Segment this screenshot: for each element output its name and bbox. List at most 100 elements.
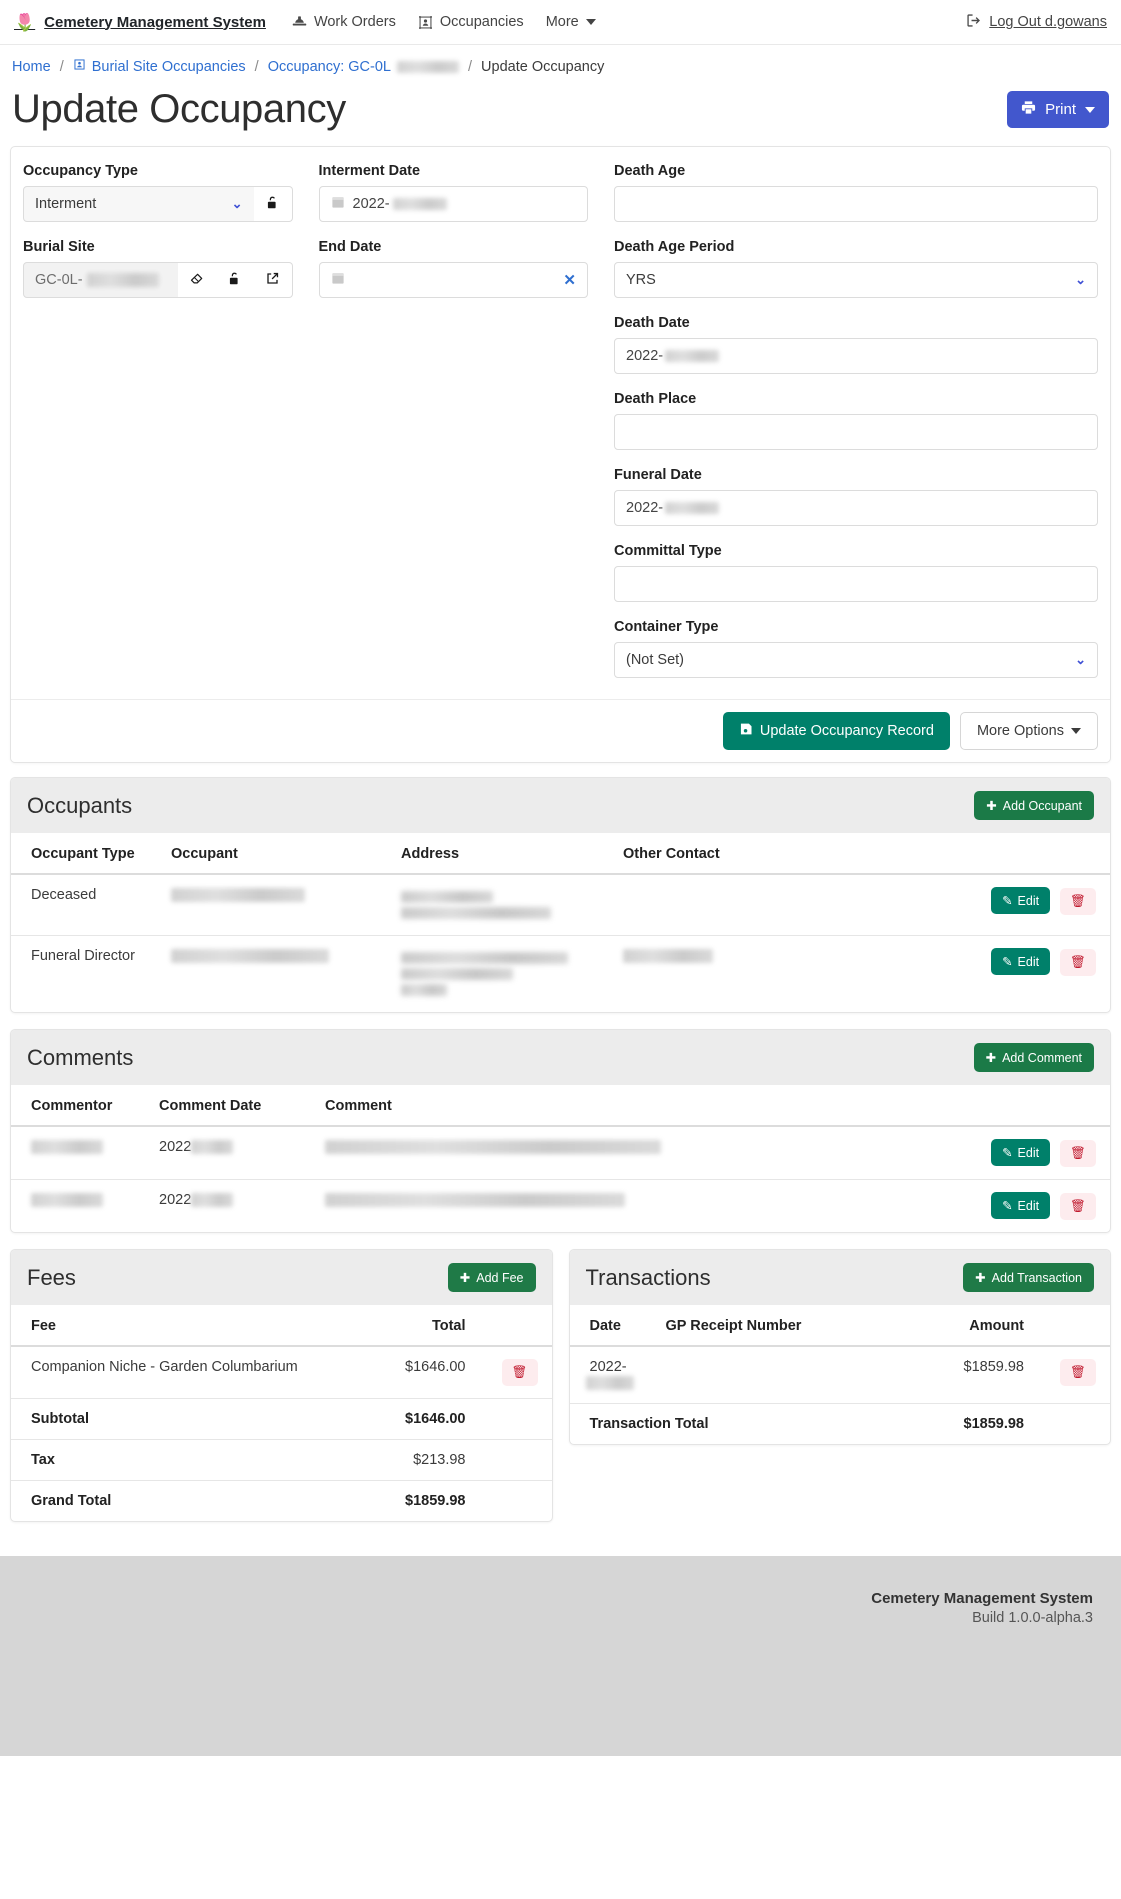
occupants-col-actions [849, 833, 1110, 875]
delete-comment-button[interactable]: 🗑 [1060, 1140, 1096, 1167]
burial-site-erase-button[interactable] [177, 262, 217, 298]
chevron-down-icon [1071, 728, 1081, 734]
edit-occupant-label: Edit [1017, 893, 1040, 908]
transactions-total-value: $1859.98 [963, 1416, 1024, 1432]
interment-date-value: 2022- [352, 196, 390, 212]
field-occupancy-type: Occupancy Type Interment ⌄ [23, 163, 293, 222]
fees-col-total: Total [365, 1305, 476, 1347]
occupancy-type-value: Interment [35, 196, 97, 212]
add-transaction-button[interactable]: ✚ Add Transaction [963, 1263, 1094, 1292]
redacted-occupant-name [171, 949, 329, 964]
add-fee-button[interactable]: ✚ Add Fee [447, 1263, 536, 1292]
fees-subtotal-row: Subtotal $1646.00 [11, 1398, 552, 1440]
delete-comment-button[interactable]: 🗑 [1060, 1193, 1096, 1220]
fees-grand-total-row: Grand Total $1859.98 [11, 1481, 552, 1522]
edit-comment-button[interactable]: ✎ Edit [991, 1139, 1051, 1166]
occupant-name-cell [161, 874, 391, 936]
container-type-value: (Not Set) [626, 652, 685, 668]
pencil-icon: ✎ [1002, 1199, 1013, 1213]
redacted-occupancy-id [397, 60, 459, 73]
delete-occupant-button[interactable]: 🗑 [1060, 949, 1096, 976]
brand-link[interactable]: 🌷 Cemetery Management System [14, 14, 266, 31]
redacted-death-date [665, 350, 720, 362]
burial-site-input[interactable]: GC-0L- [23, 262, 179, 298]
redacted-burial-site-id [86, 273, 159, 287]
death-date-input[interactable]: 2022- [614, 338, 1098, 374]
edit-comment-label: Edit [1017, 1145, 1040, 1160]
chevron-down-icon: ⌄ [1075, 652, 1086, 667]
burial-site-open-button[interactable] [253, 262, 293, 298]
close-icon[interactable]: ✕ [563, 272, 576, 289]
save-icon [739, 722, 753, 740]
more-options-button[interactable]: More Options [959, 712, 1098, 750]
print-button[interactable]: Print [1007, 91, 1109, 128]
unlock-icon [265, 195, 280, 214]
death-age-period-select[interactable]: YRS ⌄ [614, 262, 1098, 298]
add-comment-button[interactable]: ✚ Add Comment [973, 1043, 1094, 1072]
occupant-name-cell [161, 936, 391, 1013]
death-place-input[interactable] [614, 414, 1098, 450]
nav-item-more[interactable]: More [546, 14, 596, 30]
breadcrumb-burial-site-occupancies-label: Burial Site Occupancies [91, 58, 246, 75]
end-date-input[interactable]: ✕ [318, 262, 588, 298]
transactions-table: Date GP Receipt Number Amount 2022- $185… [569, 1305, 1110, 1444]
committal-type-input[interactable] [614, 566, 1098, 602]
fees-table: Fee Total Companion Niche - Garden Colum… [11, 1305, 552, 1521]
fee-name-cell: Companion Niche - Garden Columbarium [11, 1346, 366, 1399]
fees-panel: Fees ✚ Add Fee Fee Total Companion Niche… [10, 1249, 553, 1522]
edit-comment-button[interactable]: ✎ Edit [991, 1192, 1051, 1219]
redacted-comment-text [325, 1193, 625, 1208]
redacted-comment-text [325, 1140, 661, 1155]
comments-title: Comments [27, 1044, 134, 1070]
breadcrumb-separator: / [59, 58, 64, 75]
interment-date-input[interactable]: 2022- [318, 186, 588, 222]
edit-comment-label: Edit [1017, 1198, 1040, 1213]
nav-item-work-orders[interactable]: Work Orders [292, 14, 396, 30]
breadcrumb-burial-site-occupancies[interactable]: Burial Site Occupancies [73, 58, 246, 75]
breadcrumb-occupancy[interactable]: Occupancy: GC-0L [268, 59, 459, 75]
delete-fee-button[interactable]: 🗑 [501, 1359, 538, 1386]
comments-panel-header: Comments ✚ Add Comment [11, 1030, 1110, 1085]
edit-occupant-button[interactable]: ✎ Edit [991, 948, 1051, 975]
update-occupancy-record-button[interactable]: Update Occupancy Record [722, 712, 950, 750]
delete-occupant-button[interactable]: 🗑 [1060, 888, 1096, 915]
container-type-select[interactable]: (Not Set) ⌄ [614, 642, 1098, 678]
redacted-funeral-date [665, 502, 720, 514]
fees-tax-value: $213.98 [365, 1439, 476, 1481]
transactions-col-receipt: GP Receipt Number [655, 1305, 924, 1347]
occupancy-type-select[interactable]: Interment ⌄ [23, 186, 255, 222]
occupants-header-row: Occupant Type Occupant Address Other Con… [11, 833, 1110, 875]
breadcrumb-occupancy-label: Occupancy: GC-0L [267, 58, 391, 75]
pencil-icon: ✎ [1002, 1146, 1013, 1160]
breadcrumb-home[interactable]: Home [12, 58, 51, 75]
comments-col-comment: Comment [315, 1085, 899, 1127]
edit-occupant-button[interactable]: ✎ Edit [991, 887, 1051, 914]
breadcrumb-current: Update Occupancy [481, 58, 605, 75]
pencil-icon: ✎ [1002, 955, 1013, 969]
occupancy-form-card: Occupancy Type Interment ⌄ [10, 146, 1111, 763]
delete-transaction-button[interactable]: 🗑 [1060, 1359, 1096, 1386]
transactions-panel: Transactions ✚ Add Transaction Date GP R… [568, 1249, 1111, 1445]
add-comment-label: Add Comment [1002, 1050, 1082, 1065]
chevron-down-icon [585, 19, 596, 25]
funeral-date-input[interactable]: 2022- [614, 490, 1098, 526]
occupants-col-occupant: Occupant [161, 833, 391, 875]
add-occupant-button[interactable]: ✚ Add Occupant [974, 791, 1094, 820]
death-date-label: Death Date [614, 315, 690, 331]
occupants-col-address: Address [391, 833, 613, 875]
fees-grand-total-label: Grand Total [31, 1493, 112, 1509]
fees-col-actions [475, 1305, 552, 1347]
redacted-transaction-date [585, 1376, 634, 1391]
plus-icon: ✚ [985, 1051, 997, 1065]
burial-site-lock-button[interactable] [215, 262, 255, 298]
death-age-input[interactable] [614, 186, 1098, 222]
occupancy-type-lock-button[interactable] [253, 186, 293, 222]
fees-subtotal-label: Subtotal [11, 1398, 366, 1440]
logout-link[interactable]: Log Out d.gowans [966, 13, 1107, 32]
comment-date-cell: 2022 [149, 1180, 315, 1233]
nav-item-occupancies[interactable]: Occupancies [418, 14, 524, 30]
field-death-date: Death Date 2022- [614, 315, 1098, 374]
table-row: 2022- $1859.98 🗑 [569, 1346, 1110, 1404]
transactions-total-label: Transaction Total [589, 1416, 709, 1432]
nav-item-occupancies-label: Occupancies [439, 14, 524, 30]
